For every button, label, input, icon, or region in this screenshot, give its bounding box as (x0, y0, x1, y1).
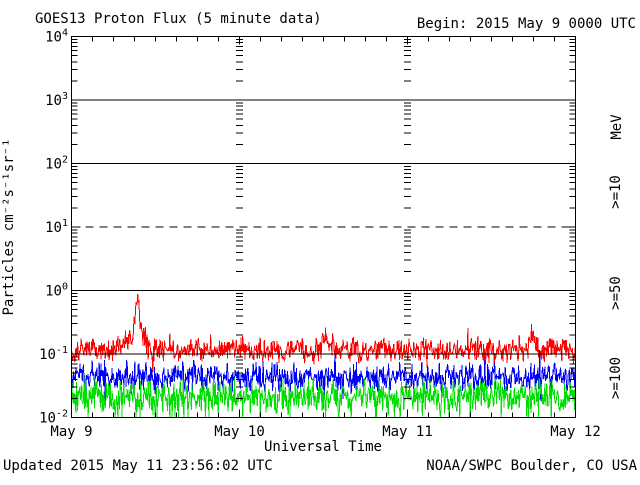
y-tick-label-1e0: 100 (45, 282, 68, 300)
plot-area: 104 103 102 101 100 10-1 10-2 (39, 28, 576, 427)
legend-item-ge10: >=10 (608, 175, 624, 209)
x-tick-may11: May 11 (382, 424, 433, 440)
y-tick-label-1e-1: 10-1 (39, 345, 68, 363)
x-tick-may12: May 12 (550, 424, 601, 440)
series-100-mev (71, 375, 576, 419)
y-tick-label-1e2: 102 (45, 155, 68, 173)
y-tick-label-1e4: 104 (45, 28, 68, 46)
y-tick-label-1e3: 103 (45, 91, 68, 109)
begin-timestamp-label: Begin: 2015 May 9 0000 UTC (417, 16, 636, 32)
y-tick-label-1e1: 101 (45, 218, 68, 236)
series-50-mev (71, 349, 576, 406)
source-attribution-label: NOAA/SWPC Boulder, CO USA (426, 458, 637, 474)
legend-unit-label: MeV (609, 114, 625, 140)
plot-border (71, 36, 576, 418)
updated-timestamp-label: Updated 2015 May 11 23:56:02 UTC (3, 458, 273, 474)
series-10-mev (71, 293, 576, 373)
chart-title: GOES13 Proton Flux (5 minute data) (35, 11, 322, 27)
x-tick-may10: May 10 (214, 424, 265, 440)
y-tick-label-1e-2: 10-2 (39, 409, 68, 427)
legend-item-ge50: >=50 (608, 276, 624, 310)
x-axis-label: Universal Time (264, 439, 382, 455)
y-axis-label: Particles cm⁻²s⁻¹sr⁻¹ (1, 138, 17, 315)
x-tick-may9: May 9 (50, 424, 92, 440)
legend-item-ge100: >=100 (608, 357, 624, 399)
